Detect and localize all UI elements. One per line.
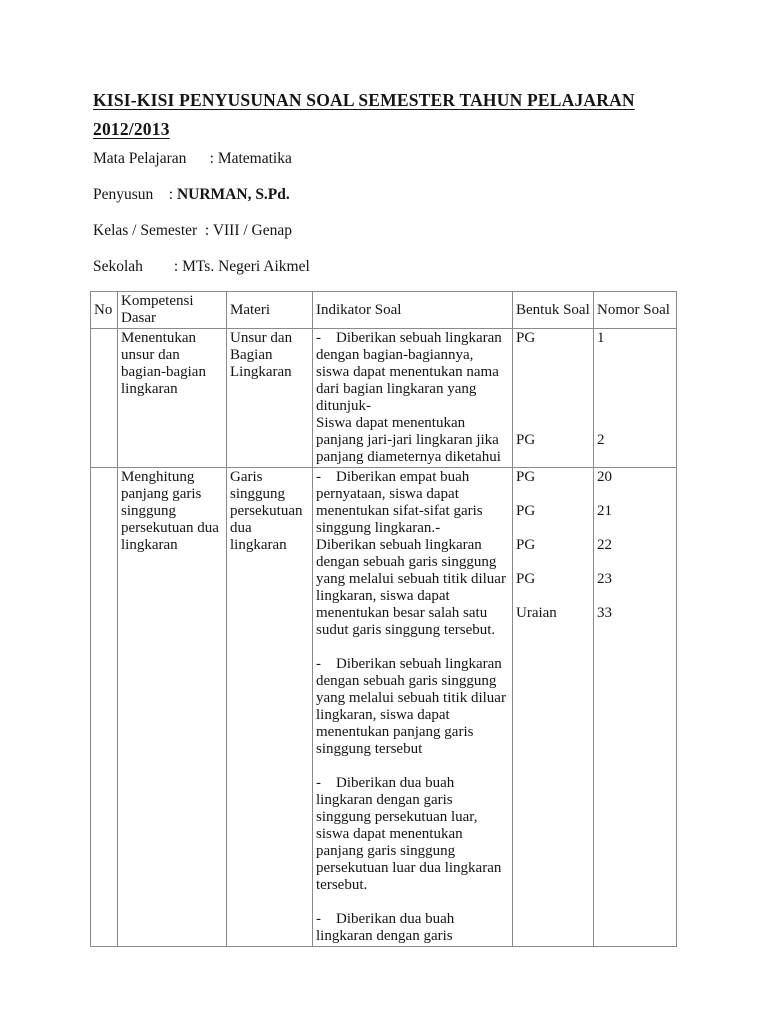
meta-text: Kelas / Semester : VIII / Genap xyxy=(93,222,293,239)
col-header-kompetensi: Kompetensi Dasar xyxy=(117,291,227,329)
cell-bentuk: PG PG PG PG Uraian xyxy=(512,467,594,947)
cell-materi: Unsur dan Bagian Lingkaran xyxy=(226,328,313,468)
cell-indikator: - Diberikan empat buah pernyataan, siswa… xyxy=(312,467,513,947)
cell-kompetensi: Menentukan unsur dan bagian-bagian lingk… xyxy=(117,328,227,468)
cell-bentuk: PG PG xyxy=(512,328,594,468)
col-header-materi: Materi xyxy=(226,291,313,329)
cell-no xyxy=(90,328,118,468)
cell-nomor: 1 2 xyxy=(593,328,677,468)
page-title: KISI-KISI PENYUSUNAN SOAL SEMESTER TAHUN… xyxy=(93,90,635,139)
cell-no xyxy=(90,467,118,947)
meta-bold: NURMAN, S.Pd. xyxy=(176,186,290,203)
col-header-bentuk: Bentuk Soal xyxy=(512,291,594,329)
cell-indikator: - Diberikan sebuah lingkaran dengan bagi… xyxy=(312,328,513,468)
table-row: Menghitung panjang garis singgung persek… xyxy=(90,467,677,947)
meta-text: Sekolah : MTs. Negeri Aikmel xyxy=(93,258,310,275)
cell-kompetensi: Menghitung panjang garis singgung persek… xyxy=(117,467,227,947)
meta-text: Penyusun : xyxy=(93,186,177,203)
meta-line-penyusun: Penyusun : NURMAN, S.Pd. xyxy=(93,180,738,216)
cell-nomor: 20 21 22 23 33 xyxy=(593,467,677,947)
meta-line-sekolah: Sekolah : MTs. Negeri Aikmel xyxy=(93,252,738,288)
exam-blueprint-table: No Kompetensi Dasar Materi Indikator Soa… xyxy=(90,291,677,947)
col-header-nomor: Nomor Soal xyxy=(593,291,677,329)
meta-line-mata-pelajaran: Mata Pelajaran : Matematika xyxy=(93,144,738,180)
col-header-indikator: Indikator Soal xyxy=(312,291,513,329)
cell-materi: Garis singgung persekutuan dua lingkaran xyxy=(226,467,313,947)
col-header-no: No xyxy=(90,291,118,329)
table-row: Menentukan unsur dan bagian-bagian lingk… xyxy=(90,328,677,468)
meta-line-kelas-semester: Kelas / Semester : VIII / Genap xyxy=(93,216,738,252)
meta-block: Mata Pelajaran : Matematika Penyusun : N… xyxy=(93,144,738,288)
meta-text: Mata Pelajaran : Matematika xyxy=(93,150,292,167)
table-header-row: No Kompetensi Dasar Materi Indikator Soa… xyxy=(90,291,677,329)
